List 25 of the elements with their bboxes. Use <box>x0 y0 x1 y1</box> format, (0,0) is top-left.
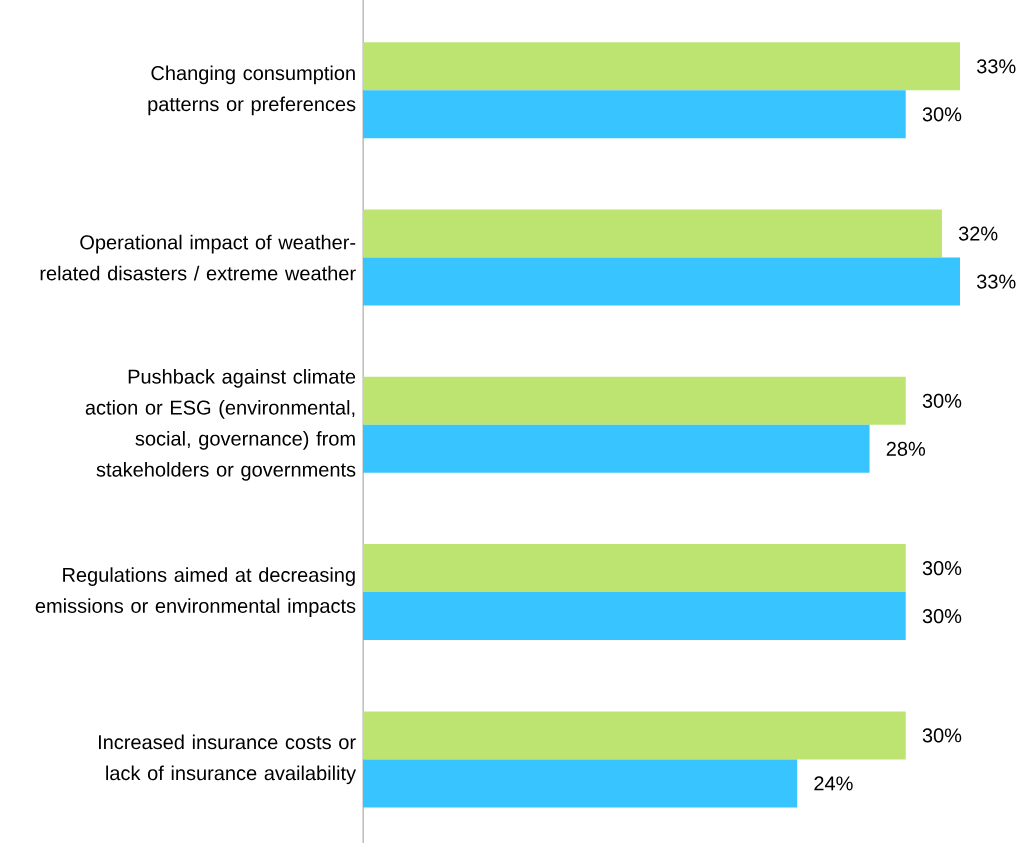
y-tick-label: Regulations aimed at decreasing emissions or environmental impacts <box>35 567 356 617</box>
data-label: 30% <box>922 561 962 576</box>
y-tick-label: Operational impact of weather-related disasters / extreme weather <box>40 234 356 281</box>
bar <box>363 759 798 808</box>
data-label: 32% <box>958 226 998 241</box>
bar <box>363 544 906 593</box>
bar <box>363 711 906 760</box>
bar <box>363 42 961 91</box>
bar <box>363 592 906 641</box>
data-label: 30% <box>922 393 962 408</box>
data-label: 30% <box>922 107 962 122</box>
data-label: 33% <box>976 274 1016 289</box>
y-tick-label: Changing consumption patterns or preferences <box>148 65 356 116</box>
data-label: 24% <box>814 776 853 791</box>
bar <box>363 257 961 306</box>
bar <box>363 209 942 258</box>
bar <box>363 90 906 139</box>
data-label: 28% <box>886 441 926 456</box>
data-label: 30% <box>922 609 962 624</box>
y-tick-label: Pushback against climate action or ESG (environmental, social, governance) from stakeholders or governments <box>85 369 356 481</box>
bar <box>363 376 906 425</box>
y-tick-label: Increased insurance costs or lack of insurance availability <box>98 734 357 785</box>
bar <box>363 424 870 473</box>
data-label: 33% <box>976 59 1016 74</box>
data-label: 30% <box>922 728 962 743</box>
